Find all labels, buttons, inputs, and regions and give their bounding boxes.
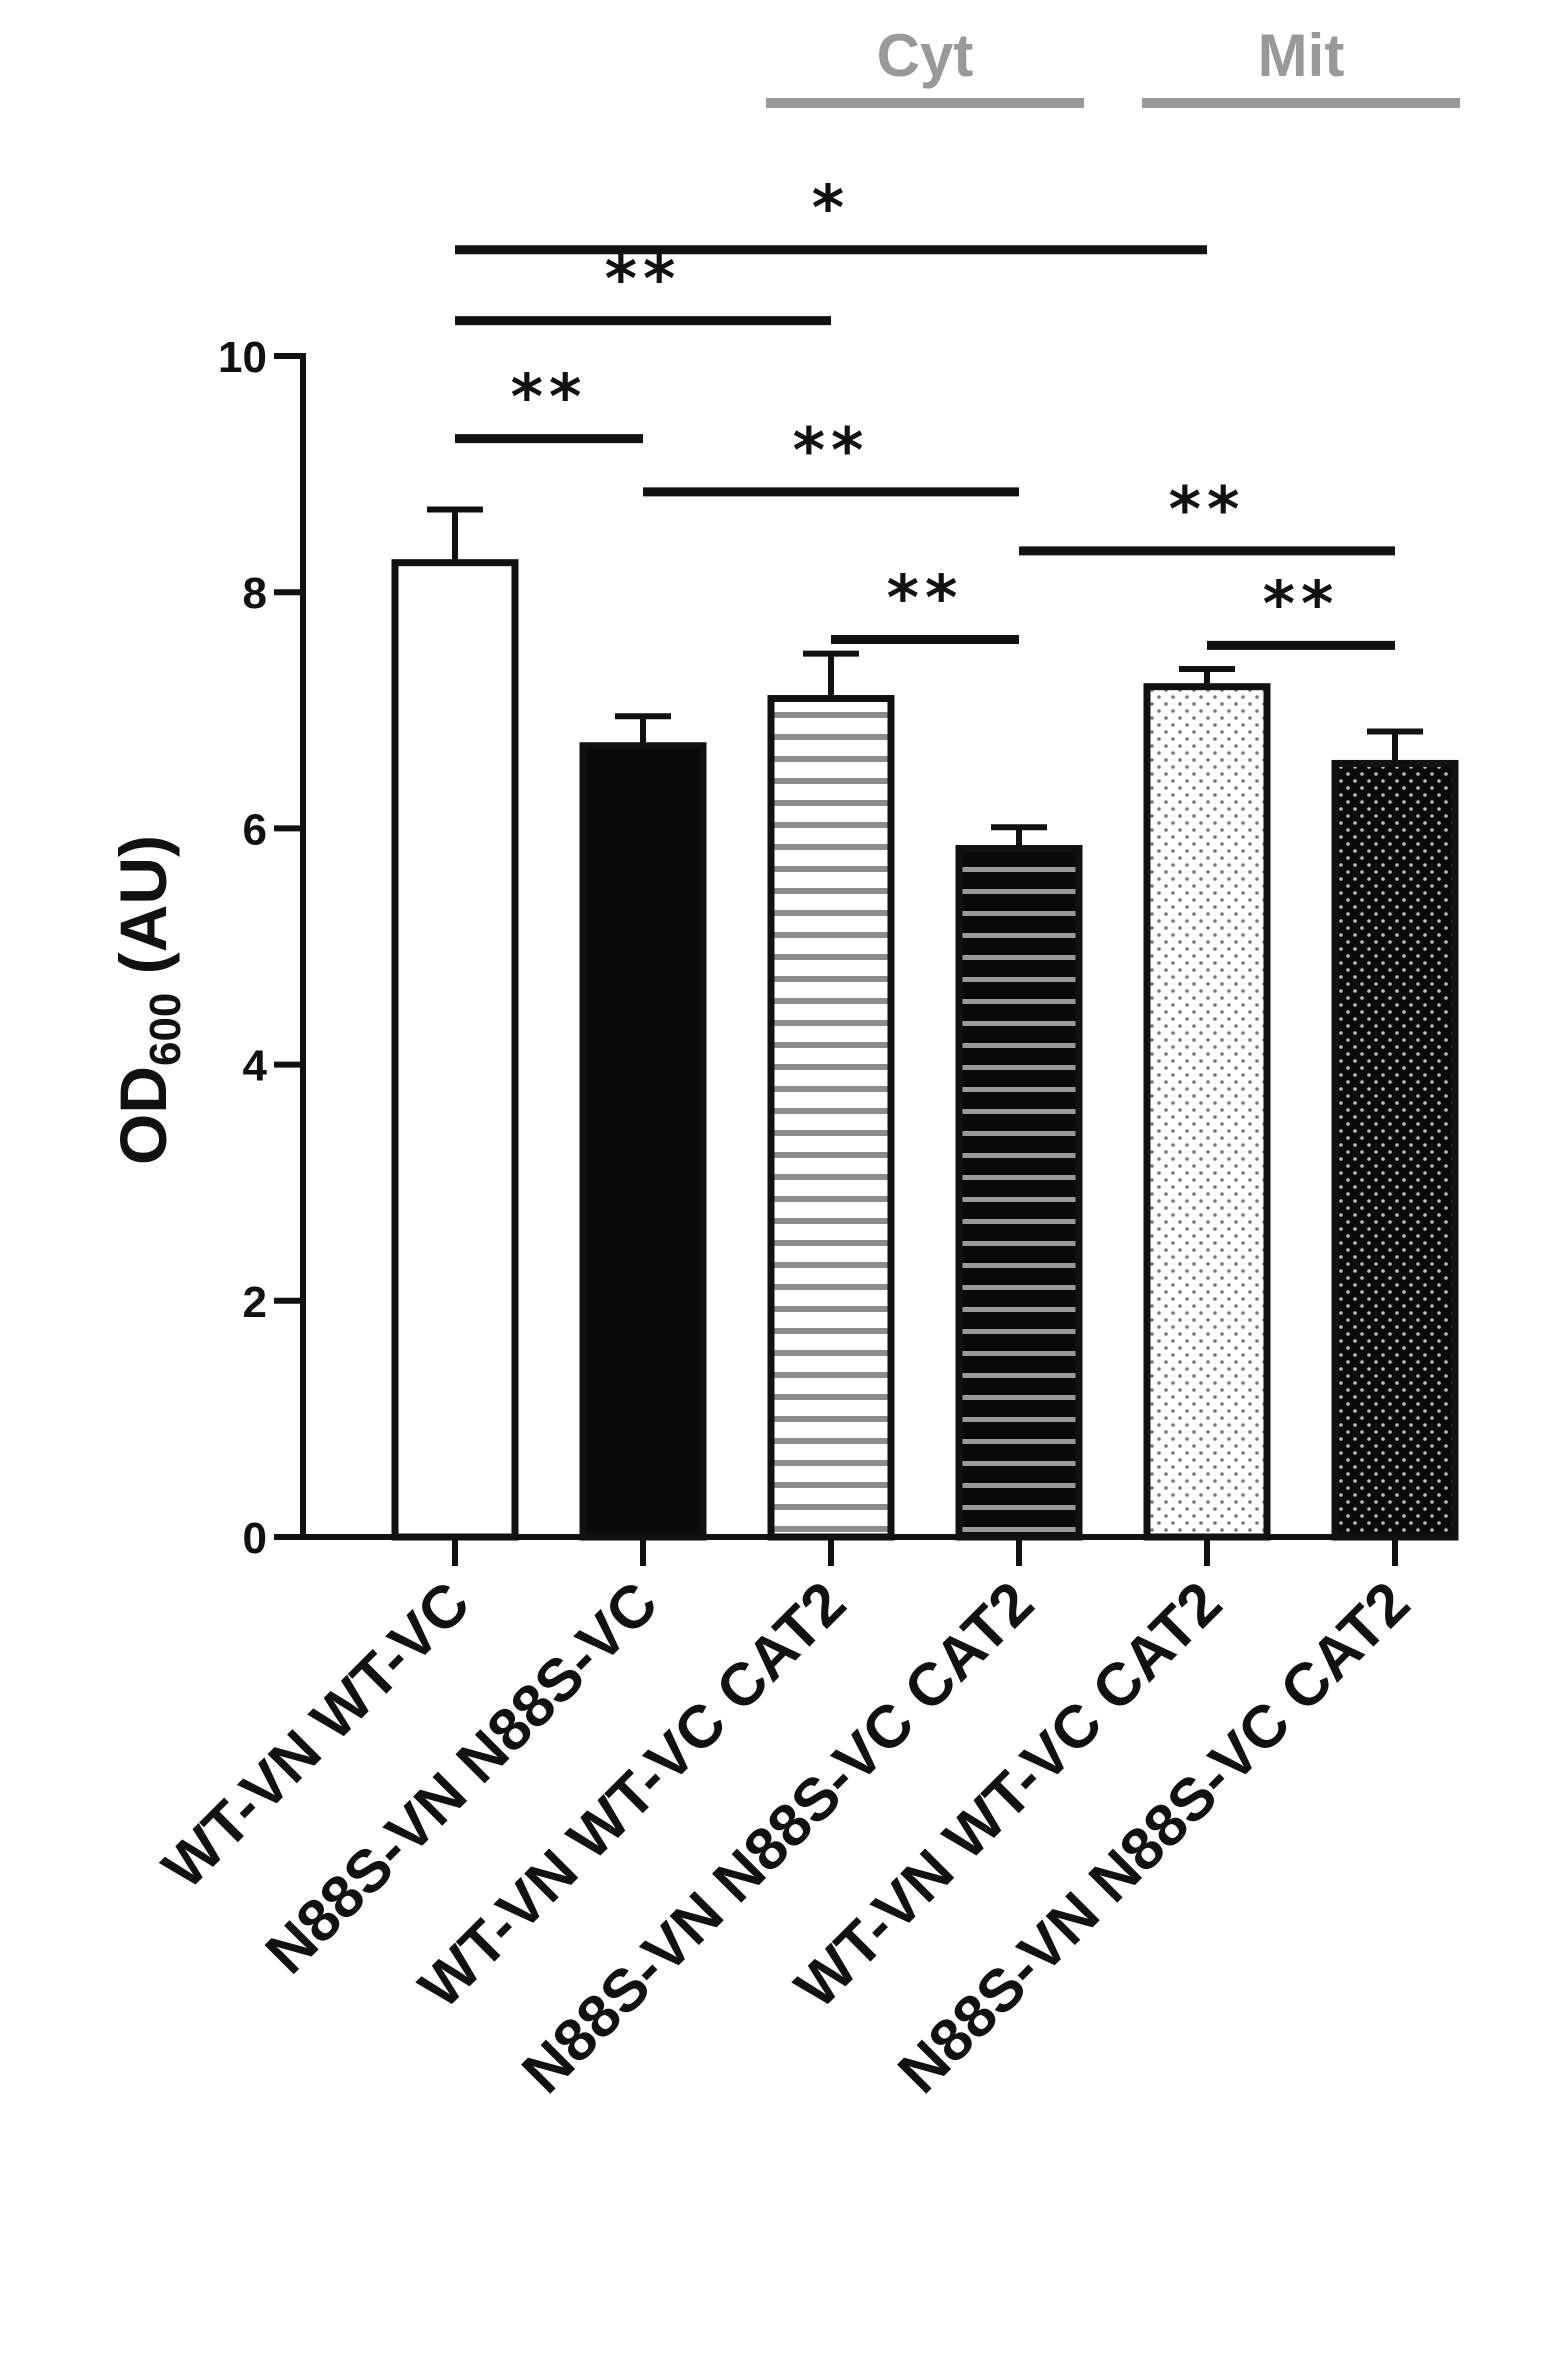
significance-label: ** bbox=[887, 561, 964, 634]
y-tick-label: 6 bbox=[243, 805, 267, 854]
x-axis bbox=[300, 1534, 1458, 1566]
y-axis-label-main: OD bbox=[106, 1066, 180, 1165]
group-brackets: Cyt Mit bbox=[766, 22, 1460, 108]
y-tick-label: 0 bbox=[243, 1514, 267, 1563]
y-tick-label: 8 bbox=[243, 569, 267, 618]
bar bbox=[1143, 683, 1271, 1541]
bar bbox=[579, 742, 707, 1541]
y-axis: 0 2 4 6 8 10 bbox=[218, 333, 306, 1563]
bar bbox=[391, 559, 519, 1541]
significance-label: ** bbox=[605, 243, 682, 316]
y-axis-label: OD600 (AU) bbox=[106, 835, 190, 1165]
group-label: Cyt bbox=[877, 22, 974, 89]
y-axis-label-unit: (AU) bbox=[106, 835, 180, 993]
bar bbox=[1331, 759, 1459, 1541]
y-tick-label: 4 bbox=[243, 1042, 268, 1091]
bar bbox=[767, 694, 895, 1541]
y-axis-label-sub: 600 bbox=[141, 993, 190, 1066]
y-tick-label: 10 bbox=[218, 333, 267, 382]
bar bbox=[955, 844, 1083, 1541]
significance-label: ** bbox=[511, 361, 588, 434]
group-label: Mit bbox=[1258, 22, 1345, 89]
bars bbox=[391, 506, 1459, 1541]
y-tick-label: 2 bbox=[243, 1278, 267, 1327]
significance-label: ** bbox=[793, 414, 870, 487]
significance-label: ** bbox=[1169, 473, 1246, 546]
significance-label: * bbox=[812, 172, 850, 245]
significance-label: ** bbox=[1263, 567, 1340, 640]
significance-brackets: *********** ** bbox=[455, 172, 1395, 650]
